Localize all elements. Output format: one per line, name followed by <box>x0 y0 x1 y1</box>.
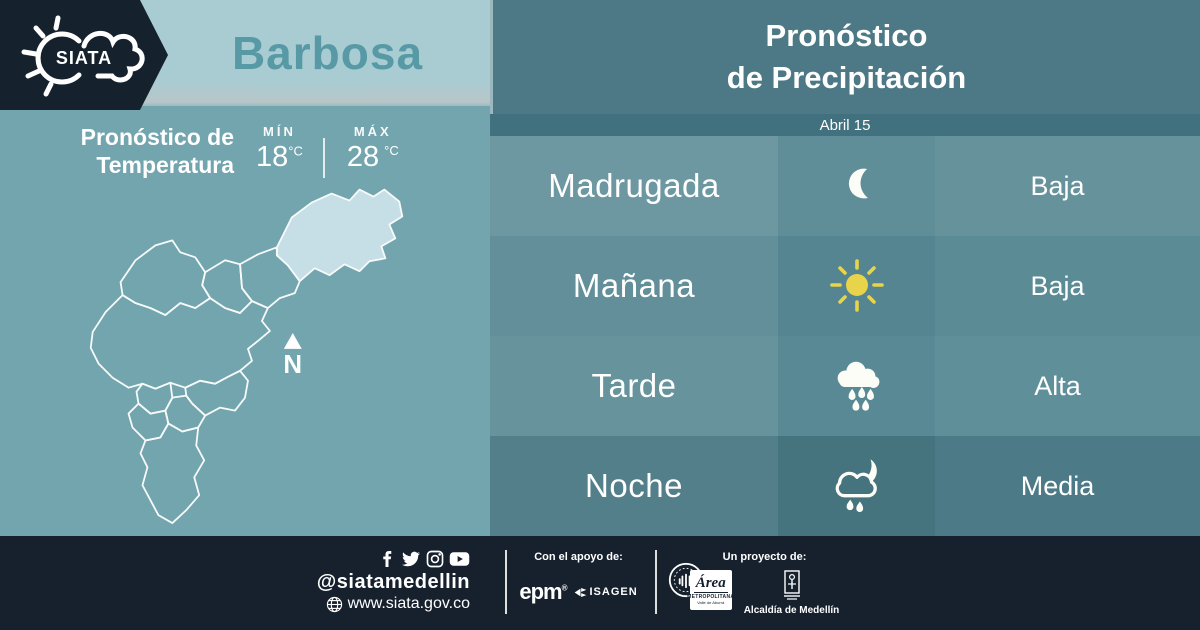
night-rain-icon <box>778 436 935 536</box>
epm-logo: epm® <box>519 579 567 604</box>
forecast-table: Madrugada Baja Mañana <box>490 136 1200 536</box>
support-block: Con el apoyo de: epm® ISAGEN <box>516 551 641 605</box>
temperature-min: MÍN 18°C <box>256 124 303 173</box>
alcaldia-emblem-icon <box>783 570 800 600</box>
forecast-row-noche: Noche Media <box>490 436 1200 536</box>
map-municipality[interactable] <box>184 369 249 417</box>
alcaldia-logo: Alcaldía de Medellín <box>744 570 839 616</box>
temperature-divider <box>322 138 325 178</box>
footer: @siatamedellin www.siata.gov.co Con el a… <box>0 536 1200 630</box>
social-block: @siatamedellin www.siata.gov.co <box>230 549 470 613</box>
temperature-forecast: Pronóstico de Temperatura MÍN 18°C MÁX 2… <box>62 124 399 179</box>
level-value: Alta <box>935 336 1200 436</box>
youtube-icon[interactable] <box>449 550 470 568</box>
north-arrow: N <box>283 332 302 379</box>
map-municipality-barbosa-highlighted[interactable] <box>275 188 404 283</box>
forecast-row-manana: Mañana Baja <box>490 236 1200 336</box>
project-label: Un proyecto de: <box>722 551 807 563</box>
level-value: Media <box>935 436 1200 536</box>
isagen-logo: ISAGEN <box>574 586 637 599</box>
map-municipality[interactable] <box>139 422 206 524</box>
precipitation-title: Pronóstico de Precipitación <box>490 0 1200 114</box>
period-label: Noche <box>490 436 778 536</box>
period-label: Tarde <box>490 336 778 436</box>
temperature-max: MÁX 28 °C <box>346 124 399 173</box>
moon-icon <box>778 136 935 236</box>
temperature-title: Pronóstico de Temperatura <box>80 124 234 178</box>
support-label: Con el apoyo de: <box>534 551 623 563</box>
level-value: Baja <box>935 136 1200 236</box>
aburra-valley-map: N <box>89 188 404 524</box>
siata-sun-cloud-icon: SIATA <box>21 15 145 97</box>
instagram-icon[interactable] <box>426 550 444 568</box>
footer-divider <box>505 550 507 614</box>
level-value: Baja <box>935 236 1200 336</box>
map-municipality[interactable] <box>119 239 212 316</box>
area-metropolitana-logo: Área METROPOLITANA Valle de Aburrá <box>687 570 734 610</box>
temperature-map-panel: Pronóstico de Temperatura MÍN 18°C MÁX 2… <box>0 106 490 536</box>
period-label: Mañana <box>490 236 778 336</box>
footer-divider <box>655 550 657 614</box>
map-municipality[interactable] <box>201 259 253 314</box>
siata-brand-flag: SIATA <box>0 0 168 110</box>
twitter-icon[interactable] <box>401 550 421 568</box>
facebook-icon[interactable] <box>378 550 396 568</box>
project-block: Un proyecto de: Área METROPOLITANA Valle… <box>687 551 839 616</box>
sun-icon <box>778 236 935 336</box>
forecast-row-tarde: Tarde Alta <box>490 336 1200 436</box>
municipality-name: Barbosa <box>231 27 424 79</box>
precipitation-panel: Pronóstico de Precipitación Abril 15 Mad… <box>490 0 1200 536</box>
website-url[interactable]: www.siata.gov.co <box>347 595 470 612</box>
period-label: Madrugada <box>490 136 778 236</box>
globe-icon <box>326 596 342 612</box>
social-handle[interactable]: @siatamedellin <box>316 571 470 593</box>
forecast-row-madrugada: Madrugada Baja <box>490 136 1200 236</box>
forecast-date: Abril 15 <box>490 114 1200 136</box>
svg-text:N: N <box>283 351 302 379</box>
svg-text:SIATA: SIATA <box>56 48 112 68</box>
isagen-pinwheel-icon <box>575 587 587 597</box>
rain-cloud-icon <box>778 336 935 436</box>
